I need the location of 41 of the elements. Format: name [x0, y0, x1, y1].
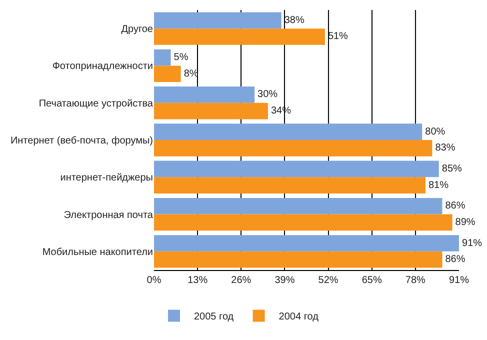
data-label: 86% [445, 200, 466, 212]
bar [154, 12, 282, 29]
data-label: 86% [445, 254, 466, 266]
bar [154, 235, 459, 252]
y-tick-label: Фотопринадлежности [52, 61, 153, 72]
bar [154, 86, 255, 103]
bar [154, 124, 422, 140]
bar [154, 160, 439, 178]
legend-label: 2005 год [194, 312, 234, 323]
bar [154, 177, 426, 194]
data-label: 83% [435, 142, 456, 154]
y-tick-label: Интернет (веб-почта, форумы) [10, 136, 153, 146]
y-tick-label: интернет-пейджеры [60, 172, 153, 184]
data-label: 91% [462, 238, 482, 249]
data-label: 89% [455, 216, 476, 228]
y-tick-label: Печатающие устройства [38, 98, 154, 110]
x-tick-label: 13% [188, 275, 208, 286]
bar [154, 102, 268, 120]
x-tick-label: 39% [274, 275, 295, 286]
y-tick-label: Мобильные накопители [42, 246, 153, 258]
bar [154, 198, 442, 214]
y-tick-label: Другое [121, 24, 154, 36]
data-label: 81% [428, 180, 449, 191]
x-tick-label: 52% [318, 275, 338, 286]
bar [154, 49, 171, 66]
bar [154, 251, 442, 268]
data-label: 80% [425, 126, 446, 138]
data-label: 5% [174, 52, 188, 64]
bar [154, 214, 452, 231]
x-tick-label: 91% [448, 275, 470, 286]
data-label: 30% [258, 89, 278, 100]
legend-label: 2004 год [278, 312, 319, 323]
bar [154, 66, 181, 82]
data-label: 85% [442, 163, 462, 174]
bar [154, 28, 325, 45]
x-tick-label: 0% [146, 275, 162, 286]
x-tick-label: 65% [362, 275, 382, 286]
bar [154, 140, 432, 156]
y-tick-label: Электронная почта [64, 210, 154, 221]
x-tick-label: 26% [231, 275, 252, 286]
x-tick-label: 78% [405, 275, 426, 286]
